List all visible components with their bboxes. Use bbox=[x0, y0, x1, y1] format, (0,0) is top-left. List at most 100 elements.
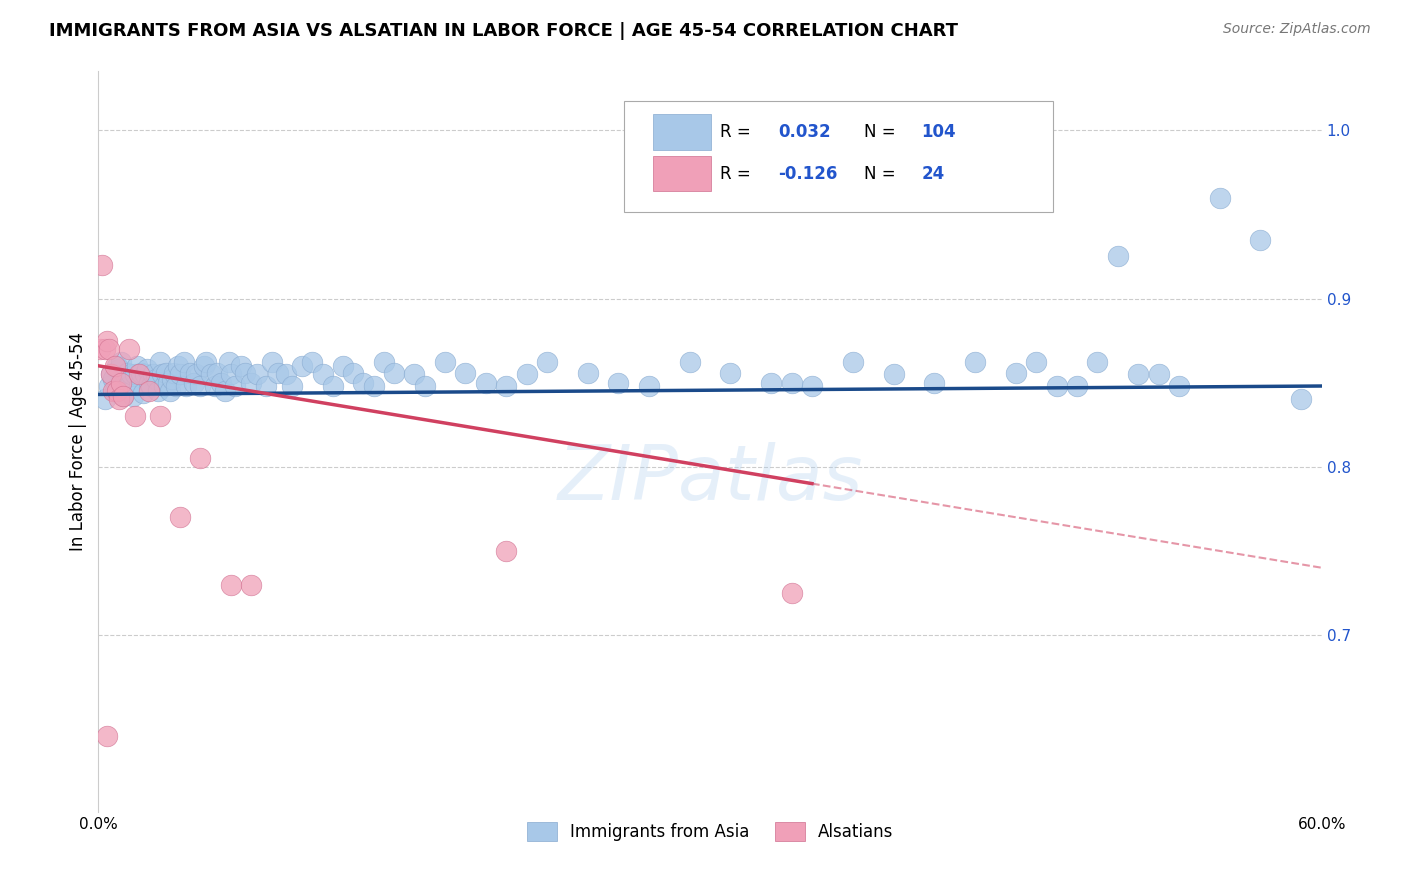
Point bbox=[233, 366, 256, 380]
Point bbox=[801, 379, 824, 393]
Legend: Immigrants from Asia, Alsatians: Immigrants from Asia, Alsatians bbox=[520, 815, 900, 847]
Point bbox=[128, 368, 150, 382]
Point bbox=[474, 376, 498, 390]
Point bbox=[136, 362, 159, 376]
Point bbox=[146, 384, 169, 398]
Point bbox=[104, 359, 127, 373]
Point bbox=[922, 376, 945, 390]
Point bbox=[163, 366, 186, 380]
Point bbox=[179, 366, 201, 380]
Point bbox=[105, 359, 128, 373]
Text: N =: N = bbox=[865, 164, 896, 183]
Point bbox=[150, 368, 173, 382]
Point bbox=[342, 366, 364, 380]
Text: 0.032: 0.032 bbox=[779, 123, 831, 141]
Point bbox=[1249, 233, 1271, 247]
Point bbox=[145, 372, 167, 386]
Text: R =: R = bbox=[720, 164, 751, 183]
Point bbox=[165, 379, 187, 393]
Point bbox=[209, 376, 232, 390]
Point bbox=[495, 379, 517, 393]
Point bbox=[322, 379, 344, 393]
Point bbox=[301, 355, 323, 369]
Point bbox=[114, 376, 136, 390]
Point bbox=[134, 368, 156, 382]
Point bbox=[124, 368, 146, 382]
Text: IMMIGRANTS FROM ASIA VS ALSATIAN IN LABOR FORCE | AGE 45-54 CORRELATION CHART: IMMIGRANTS FROM ASIA VS ALSATIAN IN LABO… bbox=[49, 22, 959, 40]
Point bbox=[373, 355, 395, 369]
Point bbox=[434, 355, 457, 369]
Point bbox=[89, 342, 111, 356]
Point bbox=[96, 334, 118, 348]
Point bbox=[219, 577, 242, 591]
Point bbox=[169, 510, 191, 524]
Point bbox=[718, 366, 742, 380]
Point bbox=[404, 368, 426, 382]
Point bbox=[93, 342, 115, 356]
Text: ZIPatlas: ZIPatlas bbox=[557, 442, 863, 516]
FancyBboxPatch shape bbox=[624, 101, 1053, 212]
Point bbox=[231, 359, 253, 373]
Point bbox=[115, 366, 138, 380]
Point bbox=[128, 379, 150, 393]
Point bbox=[118, 379, 141, 393]
Point bbox=[637, 379, 661, 393]
Point bbox=[138, 376, 160, 390]
Point bbox=[281, 379, 304, 393]
Point bbox=[188, 451, 212, 466]
Point bbox=[118, 342, 141, 356]
Point bbox=[188, 379, 212, 393]
Point bbox=[104, 384, 127, 398]
Text: N =: N = bbox=[865, 123, 896, 141]
Point bbox=[138, 384, 160, 398]
Point bbox=[219, 368, 242, 382]
Point bbox=[97, 379, 120, 393]
Point bbox=[761, 376, 783, 390]
Point bbox=[1004, 366, 1026, 380]
Point bbox=[93, 392, 115, 407]
Point bbox=[214, 384, 236, 398]
Point bbox=[122, 389, 145, 403]
Point bbox=[1291, 392, 1313, 407]
Point bbox=[110, 376, 132, 390]
Point bbox=[841, 355, 863, 369]
Point bbox=[224, 379, 246, 393]
Point bbox=[576, 366, 599, 380]
Point bbox=[454, 366, 477, 380]
Point bbox=[246, 368, 269, 382]
Point bbox=[120, 368, 142, 382]
Point bbox=[495, 544, 517, 558]
Text: Source: ZipAtlas.com: Source: ZipAtlas.com bbox=[1223, 22, 1371, 37]
Point bbox=[536, 355, 558, 369]
Point bbox=[186, 368, 208, 382]
Point bbox=[1045, 379, 1069, 393]
Text: -0.126: -0.126 bbox=[779, 164, 838, 183]
Point bbox=[141, 379, 163, 393]
Point bbox=[780, 376, 803, 390]
Point bbox=[152, 379, 174, 393]
Point bbox=[129, 366, 152, 380]
Point bbox=[100, 368, 122, 382]
Point bbox=[883, 368, 905, 382]
Point bbox=[155, 366, 177, 380]
Point bbox=[173, 355, 195, 369]
Point bbox=[267, 366, 290, 380]
Point bbox=[965, 355, 987, 369]
FancyBboxPatch shape bbox=[652, 114, 711, 150]
Point bbox=[205, 366, 228, 380]
FancyBboxPatch shape bbox=[652, 156, 711, 191]
Point bbox=[1167, 379, 1189, 393]
Point bbox=[108, 392, 131, 407]
Point bbox=[111, 389, 134, 403]
Point bbox=[260, 355, 283, 369]
Point bbox=[1085, 355, 1108, 369]
Point bbox=[174, 379, 197, 393]
Point bbox=[352, 376, 374, 390]
Point bbox=[1209, 190, 1232, 204]
Point bbox=[1128, 368, 1150, 382]
Point bbox=[169, 368, 191, 382]
Point bbox=[274, 368, 297, 382]
Point bbox=[149, 409, 172, 424]
Point bbox=[100, 368, 122, 382]
Point bbox=[363, 379, 385, 393]
